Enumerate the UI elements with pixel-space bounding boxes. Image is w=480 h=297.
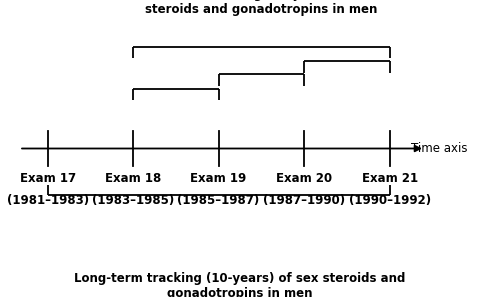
Text: (1981–1983): (1981–1983)	[7, 194, 89, 207]
Text: Exam 20: Exam 20	[276, 172, 332, 185]
Text: (1990–1992): (1990–1992)	[348, 194, 431, 207]
Text: Short-term change (2-years) of sex
steroids and gonadotropins in men: Short-term change (2-years) of sex stero…	[144, 0, 378, 16]
Text: Exam 21: Exam 21	[361, 172, 418, 185]
Text: Exam 18: Exam 18	[105, 172, 161, 185]
Text: (1983–1985): (1983–1985)	[92, 194, 174, 207]
Text: Exam 19: Exam 19	[191, 172, 247, 185]
Text: (1987–1990): (1987–1990)	[263, 194, 345, 207]
Text: Exam 17: Exam 17	[20, 172, 76, 185]
Text: (1985–1987): (1985–1987)	[178, 194, 260, 207]
Text: Time axis: Time axis	[411, 142, 468, 155]
Text: Long-term tracking (10-years) of sex steroids and
gonadotropins in men: Long-term tracking (10-years) of sex ste…	[74, 272, 406, 297]
